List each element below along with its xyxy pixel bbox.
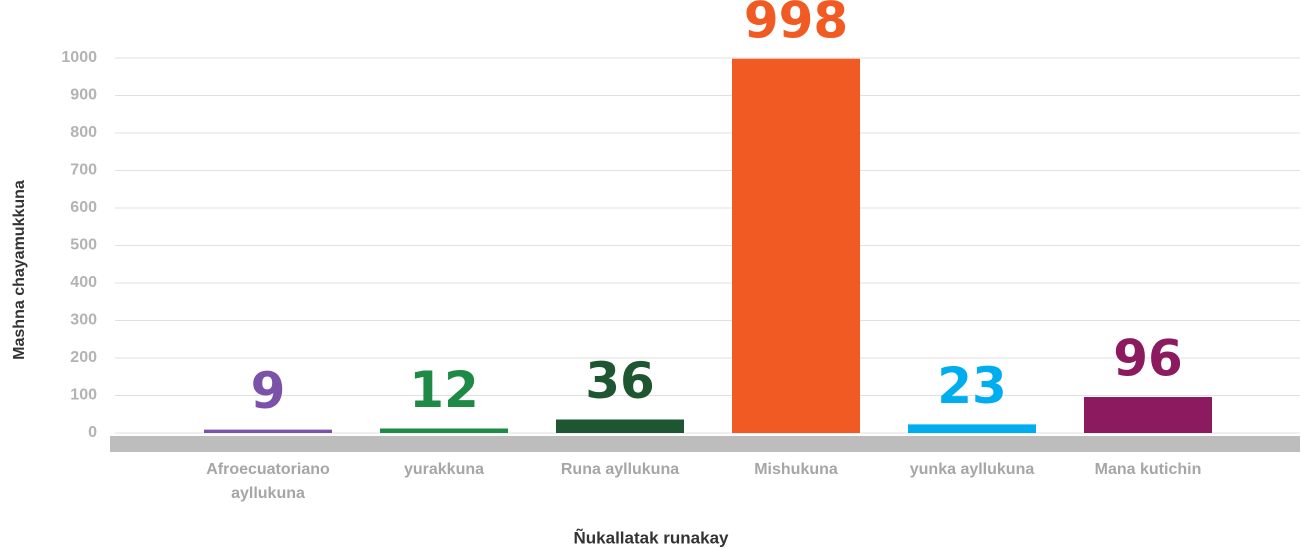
y-tick-label: 100 bbox=[70, 387, 97, 404]
x-tick-label: Mishukuna bbox=[754, 461, 838, 478]
value-label: 9 bbox=[251, 362, 286, 420]
x-axis-title: Ñukallatak runakay bbox=[574, 527, 730, 547]
bar bbox=[380, 428, 508, 433]
y-tick-label: 600 bbox=[70, 199, 97, 216]
y-tick-label: 400 bbox=[70, 274, 97, 291]
y-tick-label: 200 bbox=[70, 349, 97, 366]
x-tick-label: Afroecuatoriano ayllukuna bbox=[206, 461, 330, 502]
value-label: 998 bbox=[744, 0, 848, 49]
bar bbox=[556, 419, 684, 433]
x-tick-label: Mana kutichin bbox=[1094, 461, 1202, 478]
value-label: 36 bbox=[585, 352, 655, 410]
x-tick-label: yunka ayllukuna bbox=[909, 461, 1035, 478]
x-axis-band bbox=[110, 436, 1300, 452]
y-tick-label: 900 bbox=[70, 87, 97, 104]
bar bbox=[908, 424, 1036, 433]
bar bbox=[204, 429, 332, 433]
y-tick-label: 700 bbox=[70, 162, 97, 179]
y-tick-label: 300 bbox=[70, 312, 97, 329]
value-label: 96 bbox=[1113, 330, 1183, 388]
x-tick-label: yurakkuna bbox=[403, 461, 485, 478]
x-tick-label: Runa ayllukuna bbox=[560, 461, 680, 478]
y-tick-label: 800 bbox=[70, 124, 97, 141]
y-tick-label: 500 bbox=[70, 237, 97, 254]
value-label: 23 bbox=[937, 357, 1007, 415]
y-tick-label: 1000 bbox=[61, 49, 97, 66]
y-tick-label: 0 bbox=[88, 424, 97, 441]
bar bbox=[732, 58, 860, 433]
y-axis-title: Mashna chayamukkuna bbox=[11, 180, 28, 360]
bar bbox=[1084, 397, 1212, 433]
value-label: 12 bbox=[409, 361, 479, 419]
